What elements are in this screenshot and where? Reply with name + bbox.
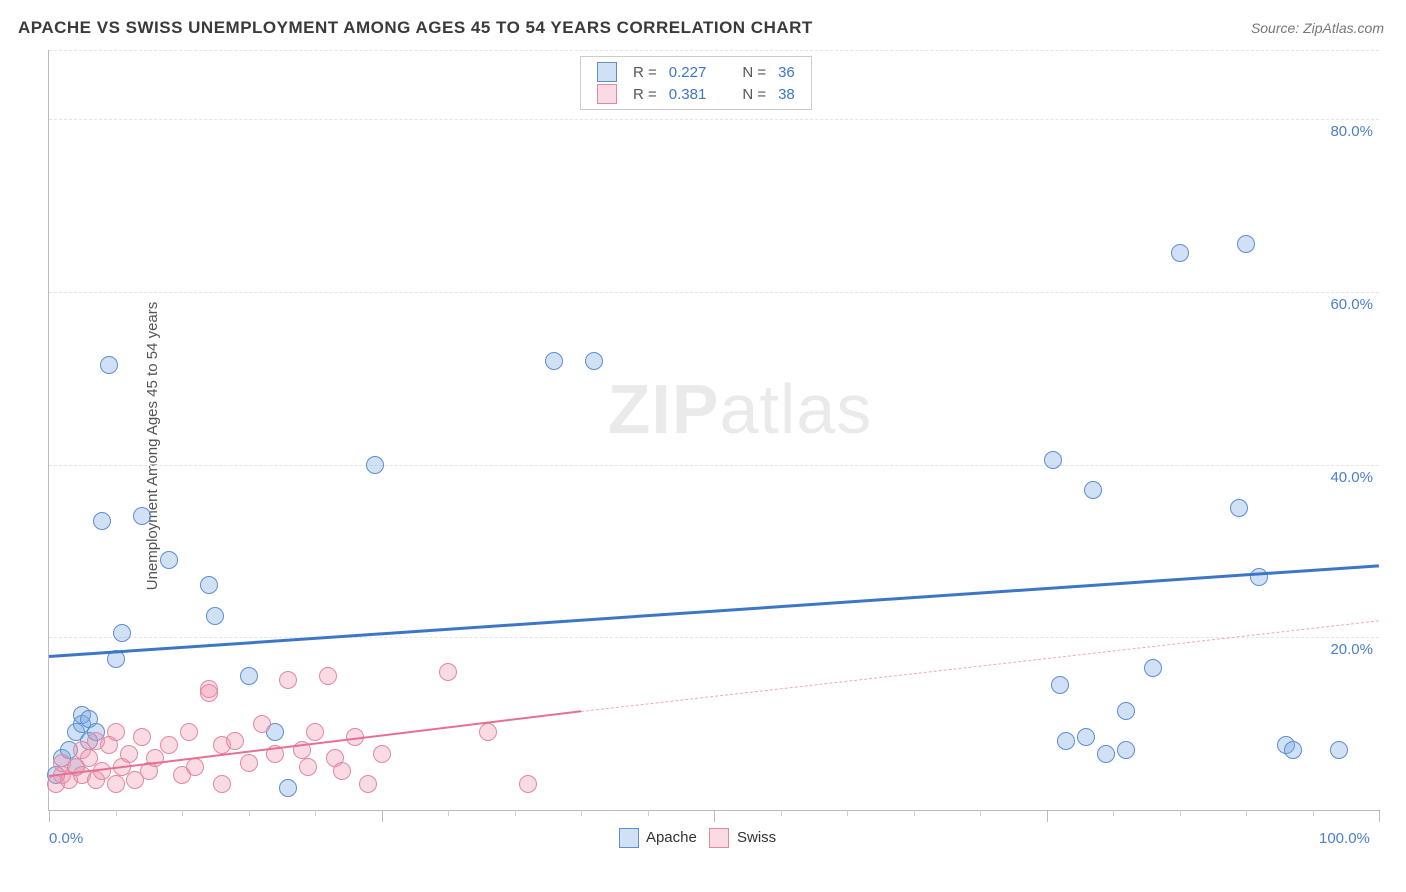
x-tick-minor [648, 810, 649, 816]
data-point [373, 745, 391, 763]
x-tick-label: 0.0% [49, 830, 83, 847]
data-point [1284, 741, 1302, 759]
data-point [319, 667, 337, 685]
gridline [49, 465, 1379, 466]
x-tick-major [1379, 810, 1380, 822]
x-tick-major [714, 810, 715, 822]
legend-label: Swiss [737, 829, 776, 846]
data-point [226, 732, 244, 750]
y-tick-label: 20.0% [1330, 641, 1373, 658]
data-point [1171, 244, 1189, 262]
data-point [107, 723, 125, 741]
data-point [160, 551, 178, 569]
data-point [133, 728, 151, 746]
data-point [479, 723, 497, 741]
data-point [180, 723, 198, 741]
data-point [519, 775, 537, 793]
data-point [1044, 451, 1062, 469]
data-point [279, 779, 297, 797]
data-point [439, 663, 457, 681]
x-tick-label: 100.0% [1319, 830, 1370, 847]
gridline [49, 292, 1379, 293]
data-point [93, 512, 111, 530]
x-tick-major [1047, 810, 1048, 822]
data-point [186, 758, 204, 776]
data-point [1117, 702, 1135, 720]
x-tick-minor [1180, 810, 1181, 816]
data-point [359, 775, 377, 793]
x-tick-minor [1246, 810, 1247, 816]
x-tick-major [382, 810, 383, 822]
data-point [1117, 741, 1135, 759]
data-point [240, 754, 258, 772]
data-point [113, 624, 131, 642]
x-tick-minor [1113, 810, 1114, 816]
gridline [49, 119, 1379, 120]
x-tick-minor [781, 810, 782, 816]
data-point [200, 576, 218, 594]
data-point [1097, 745, 1115, 763]
data-point [200, 684, 218, 702]
legend-swatch [619, 828, 639, 848]
x-tick-minor [847, 810, 848, 816]
x-tick-minor [581, 810, 582, 816]
x-tick-minor [980, 810, 981, 816]
data-point [253, 715, 271, 733]
data-point [107, 775, 125, 793]
data-point [240, 667, 258, 685]
data-point [206, 607, 224, 625]
gridline [49, 637, 1379, 638]
data-point [545, 352, 563, 370]
data-point [1144, 659, 1162, 677]
data-point [1057, 732, 1075, 750]
data-point [1077, 728, 1095, 746]
x-tick-minor [448, 810, 449, 816]
data-point [133, 507, 151, 525]
data-point [213, 775, 231, 793]
source-label: Source: ZipAtlas.com [1251, 20, 1384, 36]
legend-swatch [709, 828, 729, 848]
x-tick-minor [249, 810, 250, 816]
correlation-legend: R =0.227N =36R =0.381N =38 [580, 56, 812, 110]
data-point [299, 758, 317, 776]
watermark: ZIPatlas [608, 369, 873, 449]
data-point [1230, 499, 1248, 517]
data-point [333, 762, 351, 780]
data-point [1237, 235, 1255, 253]
x-tick-major [49, 810, 50, 822]
data-point [100, 356, 118, 374]
y-tick-label: 80.0% [1330, 123, 1373, 140]
trend-line [581, 620, 1379, 712]
data-point [1330, 741, 1348, 759]
data-point [160, 736, 178, 754]
data-point [1051, 676, 1069, 694]
data-point [1250, 568, 1268, 586]
x-tick-minor [182, 810, 183, 816]
data-point [366, 456, 384, 474]
x-tick-minor [515, 810, 516, 816]
data-point [279, 671, 297, 689]
data-point [306, 723, 324, 741]
data-point [585, 352, 603, 370]
y-tick-label: 40.0% [1330, 469, 1373, 486]
x-tick-minor [1313, 810, 1314, 816]
data-point [120, 745, 138, 763]
x-tick-minor [315, 810, 316, 816]
data-point [1084, 481, 1102, 499]
scatter-plot: ZIPatlas 20.0%40.0%60.0%80.0%0.0%100.0% [48, 50, 1379, 811]
y-tick-label: 60.0% [1330, 296, 1373, 313]
x-tick-minor [914, 810, 915, 816]
x-tick-minor [116, 810, 117, 816]
series-legend: Apache Swiss [607, 828, 777, 848]
legend-label: Apache [646, 829, 697, 846]
chart-title: APACHE VS SWISS UNEMPLOYMENT AMONG AGES … [18, 18, 813, 38]
